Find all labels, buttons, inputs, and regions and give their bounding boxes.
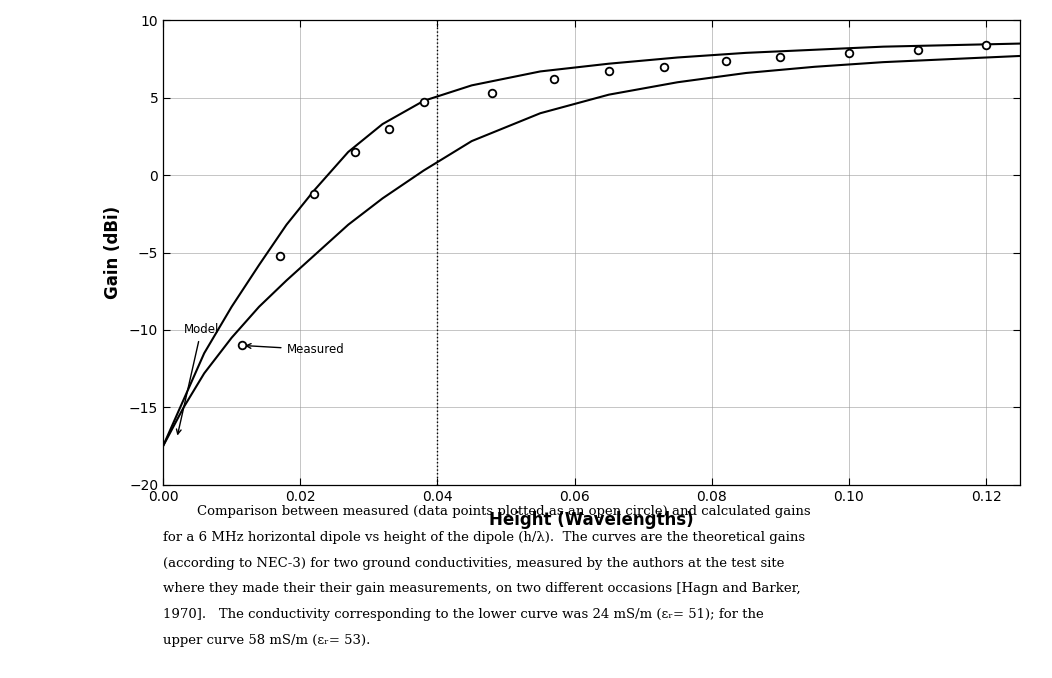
X-axis label: Height (Wavelengths): Height (Wavelengths) [489,511,694,529]
Text: Measured: Measured [246,343,344,356]
Text: Comparison between measured (data points plotted as an open circle) and calculat: Comparison between measured (data points… [163,505,811,518]
Text: where they made their their gain measurements, on two different occasions [Hagn : where they made their their gain measure… [163,582,801,595]
Y-axis label: Gain (dBi): Gain (dBi) [104,206,122,299]
Text: (according to NEC-3) for two ground conductivities, measured by the authors at t: (according to NEC-3) for two ground cond… [163,557,785,570]
Text: upper curve 58 mS/m (εᵣ= 53).: upper curve 58 mS/m (εᵣ= 53). [163,634,370,647]
Text: Model: Model [177,323,219,434]
Text: 1970].   The conductivity corresponding to the lower curve was 24 mS/m (εᵣ= 51);: 1970]. The conductivity corresponding to… [163,608,764,621]
Text: for a 6 MHz horizontal dipole vs height of the dipole (h/λ).  The curves are the: for a 6 MHz horizontal dipole vs height … [163,531,805,544]
